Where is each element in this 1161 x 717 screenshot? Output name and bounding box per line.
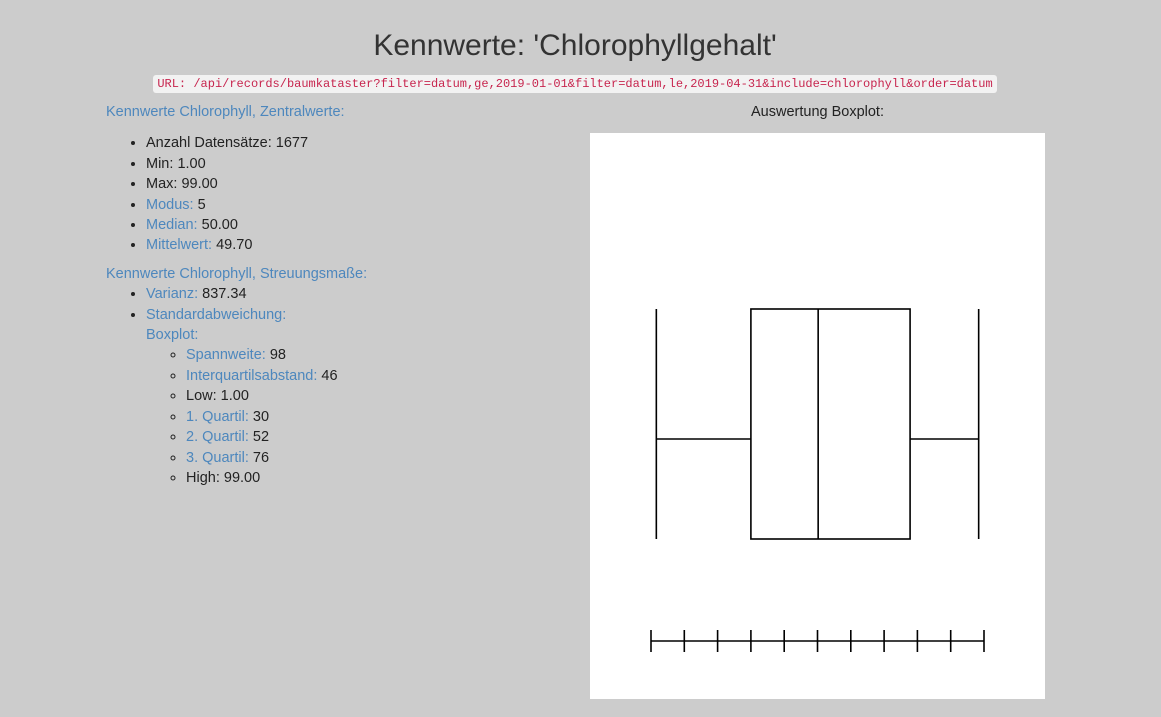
list-item: Spannweite: 98 — [186, 345, 526, 365]
high-value: 99.00 — [223, 469, 261, 486]
list-item: Low: 1.00 — [186, 386, 526, 406]
min-label: Min: — [146, 155, 174, 172]
list-item: 3. Quartil: 76 — [186, 448, 526, 468]
boxplot-link[interactable]: Boxplot: — [146, 327, 199, 344]
url-container: URL: /api/records/baumkataster?filter=da… — [0, 74, 1150, 93]
list-item: Median: 50.00 — [146, 215, 526, 235]
list-item: Varianz: 837.34 — [146, 284, 526, 304]
high-label: High: — [186, 469, 220, 486]
low-value: 1.00 — [220, 388, 249, 405]
min-value: 1.00 — [177, 155, 206, 172]
list-item: 1. Quartil: 30 — [186, 407, 526, 427]
stats-panel: Kennwerte Chlorophyll, Zentralwerte: Anz… — [106, 102, 526, 488]
variance-link[interactable]: Varianz: — [146, 286, 199, 303]
q3-link[interactable]: 3. Quartil: — [186, 449, 249, 466]
median-value: 50.00 — [201, 217, 238, 234]
boxplot-list: Spannweite: 98 Interquartilsabstand: 46 … — [146, 345, 526, 488]
q1-value: 30 — [252, 408, 270, 425]
list-item: Mittelwert: 49.70 — [146, 235, 526, 255]
range-value: 98 — [269, 347, 286, 364]
central-values-list: Anzahl Datensätze: 1677 Min: 1.00 Max: 9… — [106, 133, 526, 255]
list-item: Standardabweichung: Boxplot: Spannweite:… — [146, 305, 526, 489]
list-item: 2. Quartil: 52 — [186, 427, 526, 447]
max-value: 99.00 — [181, 176, 218, 193]
variance-value: 837.34 — [202, 286, 247, 303]
page-title: Kennwerte: 'Chlorophyllgehalt' — [373, 29, 777, 62]
boxplot-chart — [590, 133, 1045, 699]
q2-link[interactable]: 2. Quartil: — [186, 429, 249, 446]
central-values-link[interactable]: Kennwerte Chlorophyll, Zentralwerte: — [106, 104, 345, 120]
count-label: Anzahl Datensätze: — [146, 135, 272, 152]
list-item: Interquartilsabstand: 46 — [186, 366, 526, 386]
q3-value: 76 — [252, 449, 270, 466]
range-link[interactable]: Spannweite: — [186, 347, 266, 364]
mean-value: 49.70 — [216, 237, 253, 254]
iqr-link[interactable]: Interquartilsabstand: — [186, 367, 318, 384]
dispersion-list: Varianz: 837.34 Standardabweichung: Boxp… — [106, 284, 526, 488]
list-item: Max: 99.00 — [146, 174, 526, 194]
list-item: High: 99.00 — [186, 468, 526, 488]
mean-link[interactable]: Mittelwert: — [146, 237, 213, 254]
list-item: Min: 1.00 — [146, 154, 526, 174]
iqr-value: 46 — [321, 367, 338, 384]
mode-link[interactable]: Modus: — [146, 196, 194, 213]
dispersion-link[interactable]: Kennwerte Chlorophyll, Streuungsmaße: — [106, 265, 368, 282]
q1-link[interactable]: 1. Quartil: — [186, 408, 249, 425]
boxplot-svg — [650, 308, 985, 652]
median-link[interactable]: Median: — [146, 217, 198, 234]
list-item: Anzahl Datensätze: 1677 — [146, 133, 526, 153]
mode-value: 5 — [197, 196, 206, 213]
max-label: Max: — [146, 176, 178, 193]
chart-title: Auswertung Boxplot: — [751, 104, 884, 120]
list-item: Modus: 5 — [146, 195, 526, 215]
q2-value: 52 — [252, 429, 270, 446]
stddev-link[interactable]: Standardabweichung: — [146, 306, 287, 323]
low-label: Low: — [186, 388, 217, 405]
iqr-box — [750, 308, 911, 540]
count-value: 1677 — [275, 135, 309, 152]
api-url: URL: /api/records/baumkataster?filter=da… — [153, 75, 997, 93]
